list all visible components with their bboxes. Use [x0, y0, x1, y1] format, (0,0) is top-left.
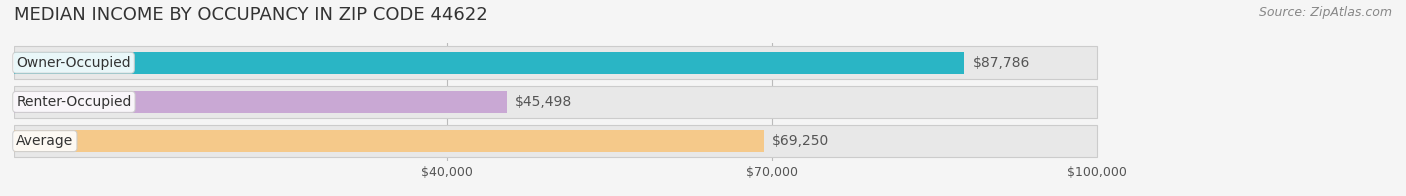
Text: $45,498: $45,498 — [515, 95, 572, 109]
Text: Source: ZipAtlas.com: Source: ZipAtlas.com — [1258, 6, 1392, 19]
Bar — [14, 46, 1097, 79]
Text: $69,250: $69,250 — [772, 134, 830, 148]
Bar — [14, 91, 506, 113]
Bar — [14, 86, 1097, 118]
Text: $87,786: $87,786 — [973, 56, 1031, 70]
Text: MEDIAN INCOME BY OCCUPANCY IN ZIP CODE 44622: MEDIAN INCOME BY OCCUPANCY IN ZIP CODE 4… — [14, 6, 488, 24]
Bar — [14, 125, 1097, 157]
Text: Average: Average — [17, 134, 73, 148]
Text: Renter-Occupied: Renter-Occupied — [17, 95, 132, 109]
Text: Owner-Occupied: Owner-Occupied — [17, 56, 131, 70]
Bar — [14, 130, 763, 152]
Bar — [14, 52, 965, 74]
